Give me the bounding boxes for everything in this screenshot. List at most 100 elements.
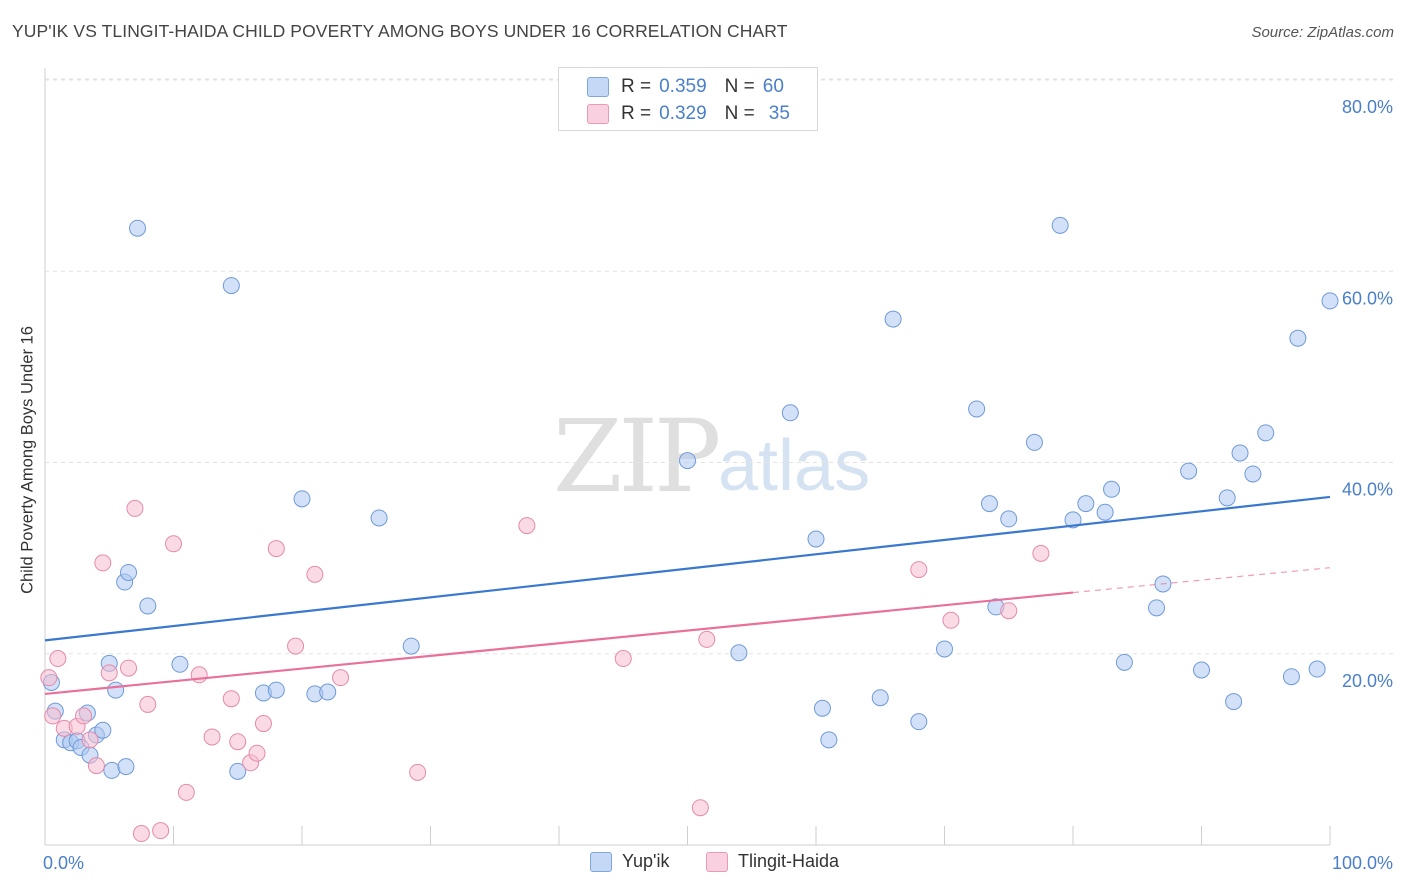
point-yupik [884, 310, 902, 328]
point-yupik [1025, 433, 1043, 451]
point-tlingit [229, 733, 247, 751]
legend-n-label: N = [724, 103, 755, 124]
point-yupik [813, 699, 831, 717]
point-tlingit [267, 540, 285, 558]
point-yupik [820, 731, 838, 749]
point-yupik [370, 509, 388, 527]
point-tlingit [518, 517, 536, 535]
legend-label-yupik: Yup'ik [622, 851, 670, 871]
point-tlingit [691, 799, 709, 817]
point-tlingit [81, 731, 99, 749]
point-yupik [781, 404, 799, 422]
point-yupik [117, 758, 135, 776]
point-tlingit [177, 783, 195, 801]
point-yupik [267, 681, 285, 699]
point-yupik [229, 762, 247, 780]
trend-line-yupik [44, 495, 1331, 642]
gridlines [45, 78, 1395, 655]
legend-r-value: 0.329 [659, 103, 707, 124]
point-tlingit [139, 695, 157, 713]
y-tick-label: 20.0% [1342, 671, 1393, 691]
legend-row-yupik: R = 0.359 N = 60 [587, 74, 784, 100]
point-tlingit [306, 565, 324, 583]
point-yupik [107, 681, 125, 699]
point-yupik [1321, 292, 1339, 310]
legend-n-value: 35 [768, 103, 790, 124]
correlation-legend: R = 0.359 N = 60 R = 0.329 N = 35 [558, 67, 818, 131]
point-yupik [730, 644, 748, 662]
series-legend: Yup'ik Tlingit-Haida [0, 851, 1406, 879]
point-tlingit [614, 650, 632, 668]
point-yupik [1193, 661, 1210, 679]
legend-r-label: R = [621, 103, 652, 124]
point-yupik [120, 563, 138, 581]
point-yupik [402, 637, 420, 655]
point-yupik [1308, 660, 1326, 678]
point-tlingit [165, 535, 182, 553]
point-yupik [1096, 503, 1114, 521]
point-tlingit [332, 669, 350, 687]
legend-swatch-tlingit [587, 104, 609, 124]
point-yupik [1148, 599, 1166, 617]
legend-swatch-yupik [587, 77, 609, 97]
point-tlingit [942, 611, 960, 629]
legend-item-yupik: Yup'ik [590, 851, 669, 872]
point-yupik [171, 655, 189, 673]
point-tlingit [120, 659, 138, 677]
point-yupik [1289, 329, 1307, 347]
x-tick-label-min: 0.0% [43, 853, 84, 873]
point-yupik [129, 219, 147, 237]
point-yupik [968, 400, 986, 418]
data-points [40, 216, 1339, 843]
point-yupik [1051, 216, 1069, 234]
watermark-atlas: atlas [718, 426, 871, 506]
point-yupik [139, 597, 157, 615]
point-yupik [1115, 653, 1133, 671]
point-yupik [1282, 668, 1300, 686]
point-tlingit [40, 669, 58, 687]
point-yupik [1218, 489, 1236, 507]
point-tlingit [49, 650, 67, 668]
trend-line-tlingit [44, 591, 1074, 696]
legend-r-label: R = [621, 76, 652, 97]
point-yupik [293, 490, 311, 508]
point-tlingit [44, 707, 62, 725]
point-yupik [103, 761, 121, 779]
legend-row-tlingit: R = 0.329 N = 35 [587, 101, 790, 127]
point-yupik [936, 640, 953, 658]
point-yupik [1077, 495, 1095, 513]
legend-swatch-tlingit [706, 851, 728, 872]
y-tick-label: 40.0% [1342, 480, 1393, 500]
point-tlingit [409, 763, 427, 781]
point-tlingit [910, 561, 928, 579]
point-yupik [1000, 510, 1018, 528]
point-yupik [1257, 424, 1275, 442]
point-tlingit [203, 728, 221, 746]
trend-lines [44, 495, 1331, 696]
x-tick-label-max: 100.0% [1332, 853, 1393, 873]
point-tlingit [152, 822, 170, 840]
legend-label-tlingit: Tlingit-Haida [738, 851, 840, 871]
point-tlingit [75, 707, 93, 725]
point-yupik [871, 689, 889, 707]
point-tlingit [1000, 602, 1018, 620]
point-yupik [1225, 693, 1243, 711]
point-yupik [319, 683, 337, 701]
y-tick-label: 60.0% [1342, 288, 1393, 308]
point-yupik [1103, 480, 1121, 498]
point-tlingit [190, 666, 208, 684]
point-tlingit [87, 757, 105, 775]
legend-r-value: 0.359 [659, 76, 707, 97]
point-tlingit [248, 744, 266, 762]
y-tick-label: 80.0% [1342, 97, 1393, 117]
point-yupik [980, 495, 998, 513]
point-yupik [1244, 465, 1262, 483]
point-tlingit [1032, 544, 1050, 562]
tick-labels: 20.0% 40.0% 60.0% 80.0% 0.0% 100.0% [43, 97, 1393, 873]
point-tlingit [254, 715, 272, 733]
point-tlingit [222, 690, 240, 708]
point-tlingit [126, 499, 144, 517]
point-yupik [1231, 444, 1249, 462]
legend-n-label: N = [724, 76, 755, 97]
